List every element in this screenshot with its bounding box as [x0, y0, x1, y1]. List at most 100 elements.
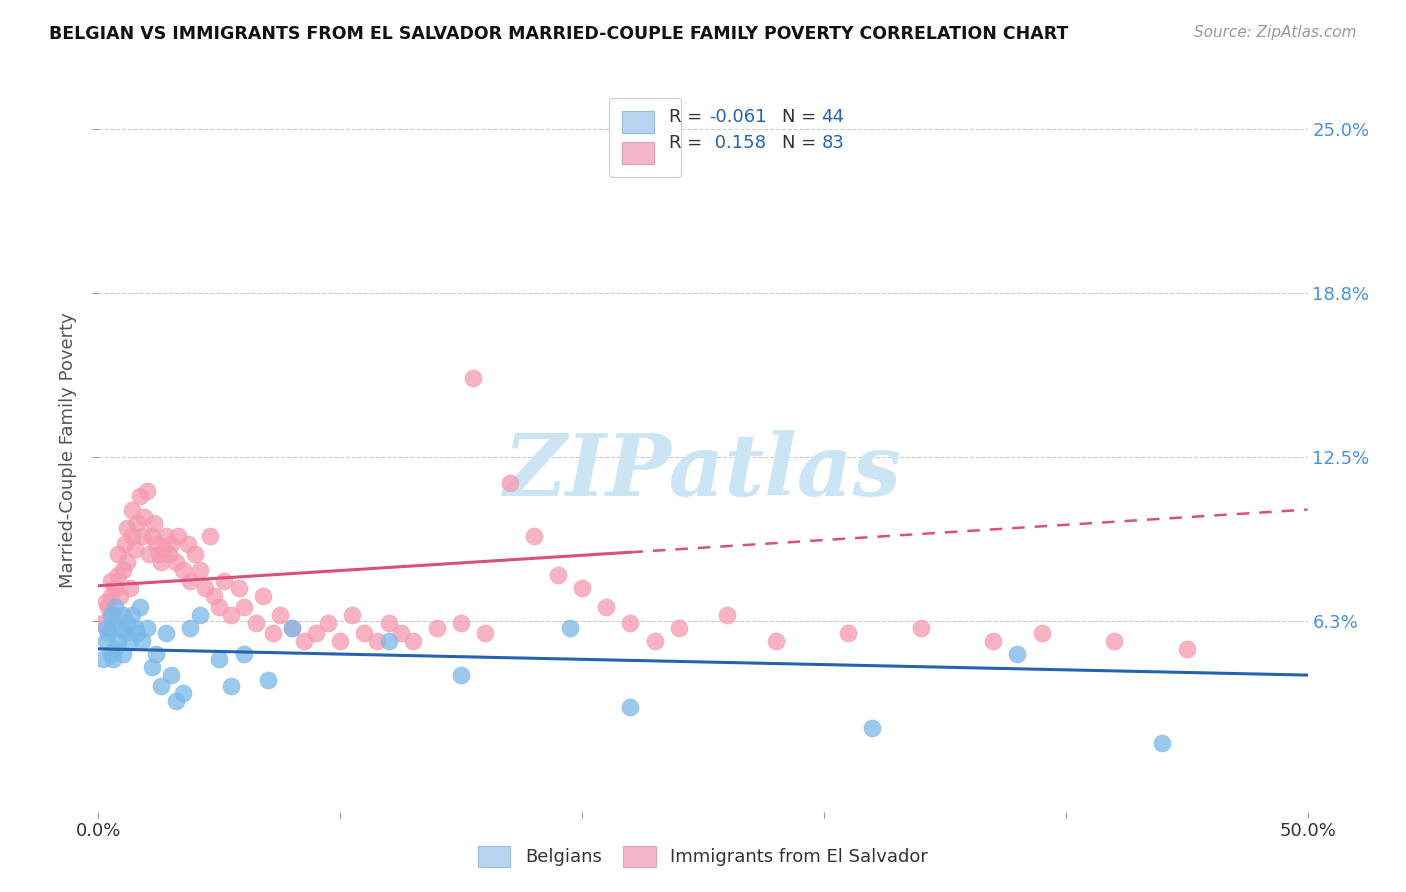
Point [329, 634, 352, 648]
Point [91, 615, 114, 630]
Point [188, 563, 211, 577]
Point [228, 582, 250, 596]
Legend: , : , [609, 98, 682, 177]
Point [117, 555, 139, 569]
Point [188, 607, 211, 622]
Point [111, 607, 134, 622]
Text: N =: N = [782, 134, 821, 152]
Point [131, 634, 153, 648]
Point [141, 660, 163, 674]
Point [167, 529, 190, 543]
Point [100, 574, 122, 588]
Point [1102, 634, 1125, 648]
Point [155, 626, 177, 640]
Text: 0.158: 0.158 [709, 134, 766, 152]
Point [450, 668, 472, 682]
Text: -0.061: -0.061 [709, 108, 766, 126]
Point [124, 541, 146, 556]
Point [221, 679, 243, 693]
Point [547, 568, 569, 582]
Point [165, 555, 187, 569]
Text: ZIPatlas: ZIPatlas [503, 430, 903, 514]
Point [450, 615, 472, 630]
Point [148, 547, 170, 561]
Point [141, 529, 163, 543]
Point [281, 621, 304, 635]
Point [212, 574, 235, 588]
Point [121, 529, 143, 543]
Point [245, 615, 267, 630]
Point [152, 541, 174, 556]
Point [342, 607, 364, 622]
Point [353, 626, 375, 640]
Point [117, 615, 139, 630]
Point [208, 652, 231, 666]
Point [101, 607, 124, 622]
Text: R =: R = [669, 108, 709, 126]
Point [135, 484, 157, 499]
Text: BELGIAN VS IMMIGRANTS FROM EL SALVADOR MARRIED-COUPLE FAMILY POVERTY CORRELATION: BELGIAN VS IMMIGRANTS FROM EL SALVADOR M… [49, 25, 1069, 43]
Point [981, 634, 1004, 648]
Point [157, 547, 180, 561]
Point [292, 634, 315, 648]
Point [128, 599, 150, 614]
Text: 83: 83 [821, 134, 845, 152]
Point [389, 626, 412, 640]
Point [474, 626, 496, 640]
Point [269, 607, 291, 622]
Point [97, 599, 120, 614]
Point [107, 568, 129, 582]
Point [150, 555, 173, 569]
Point [252, 589, 274, 603]
Point [179, 621, 201, 635]
Point [644, 634, 666, 648]
Point [131, 529, 153, 543]
Point [366, 634, 388, 648]
Point [402, 634, 425, 648]
Point [118, 634, 141, 648]
Point [595, 599, 617, 614]
Point [107, 547, 129, 561]
Point [155, 529, 177, 543]
Point [194, 582, 217, 596]
Point [305, 626, 328, 640]
Point [128, 490, 150, 504]
Y-axis label: Married-Couple Family Poverty: Married-Couple Family Poverty [59, 312, 77, 589]
Point [262, 626, 284, 640]
Point [1031, 626, 1053, 640]
Text: N =: N = [782, 108, 821, 126]
Point [100, 607, 122, 622]
Point [150, 679, 173, 693]
Point [138, 547, 160, 561]
Point [426, 621, 449, 635]
Point [108, 589, 131, 603]
Point [104, 641, 127, 656]
Point [619, 615, 641, 630]
Point [1175, 641, 1198, 656]
Point [160, 537, 183, 551]
Point [172, 563, 194, 577]
Point [121, 502, 143, 516]
Point [232, 647, 254, 661]
Point [204, 589, 226, 603]
Point [184, 547, 207, 561]
Point [316, 615, 339, 630]
Point [104, 582, 127, 596]
Legend: Belgians, Immigrants from El Salvador: Belgians, Immigrants from El Salvador [468, 837, 938, 876]
Point [208, 599, 231, 614]
Point [668, 621, 690, 635]
Point [463, 371, 485, 385]
Point [135, 621, 157, 635]
Point [558, 621, 581, 635]
Point [716, 607, 738, 622]
Point [121, 607, 143, 622]
Point [498, 476, 520, 491]
Point [134, 510, 156, 524]
Point [177, 537, 200, 551]
Point [118, 582, 141, 596]
Point [910, 621, 932, 635]
Point [172, 686, 194, 700]
Point [232, 599, 254, 614]
Point [619, 699, 641, 714]
Point [127, 626, 149, 640]
